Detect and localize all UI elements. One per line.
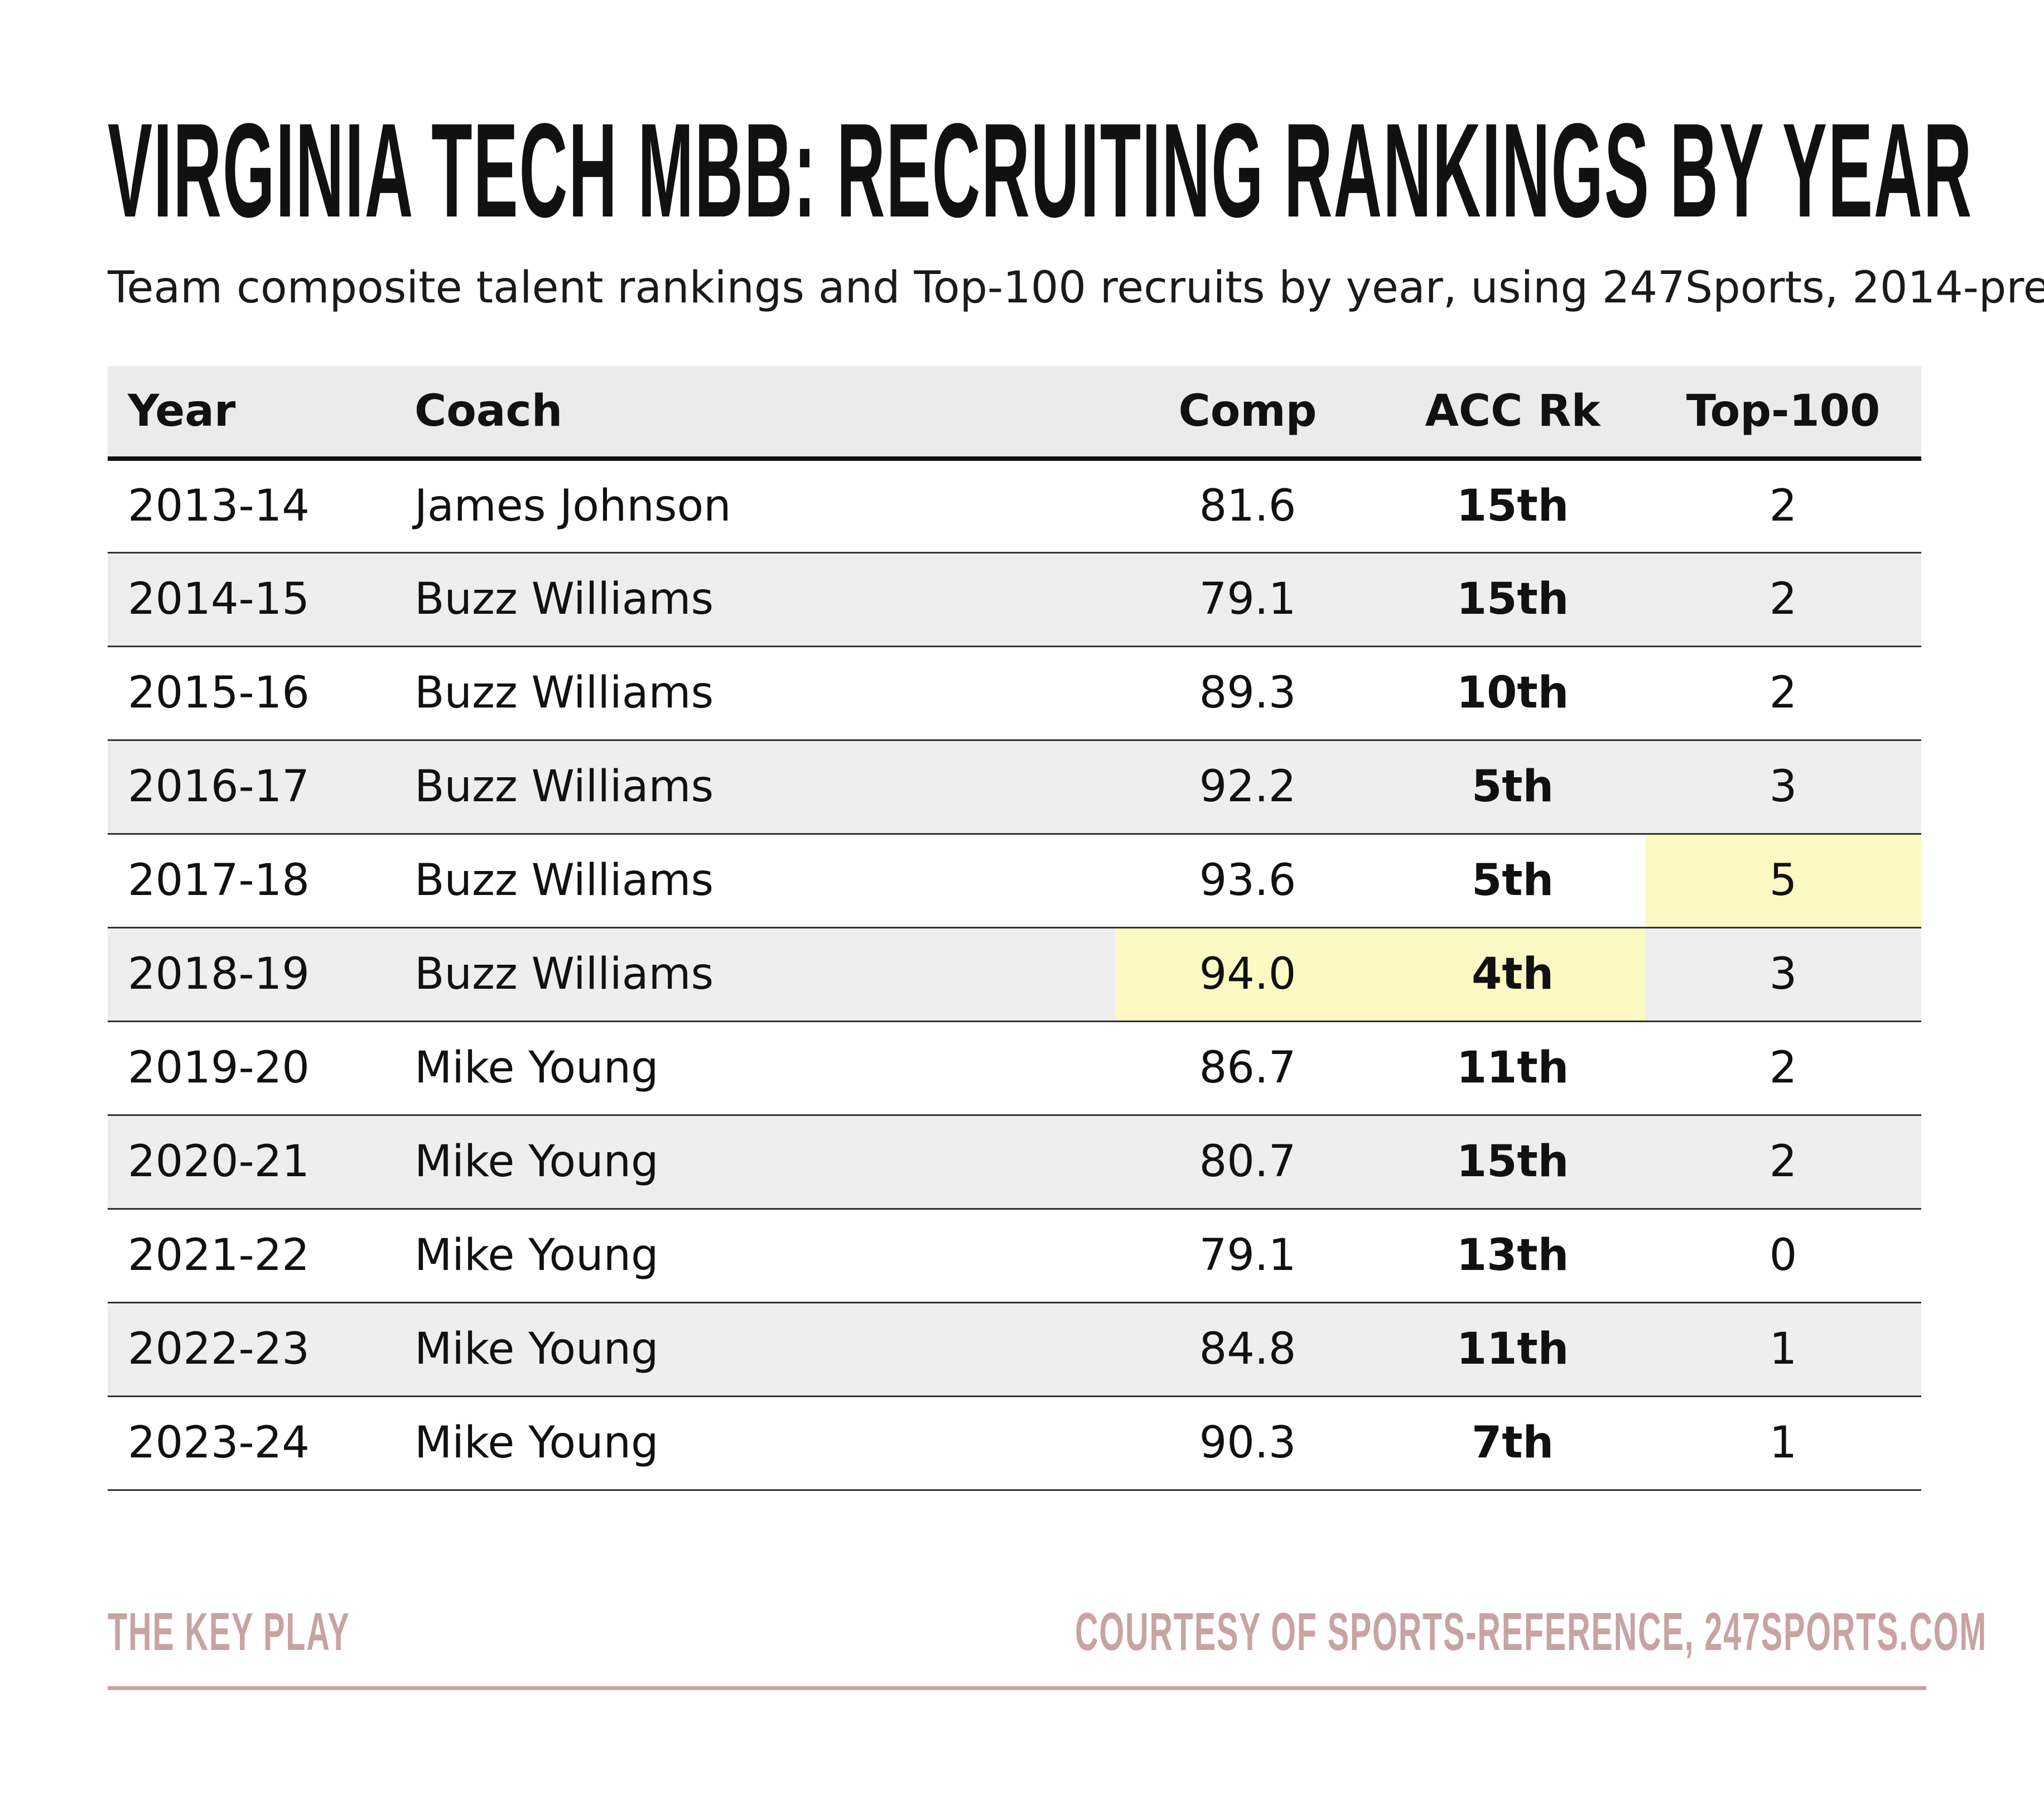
cell-top-100: 1 <box>1645 1396 1921 1491</box>
cell-year: 2013-14 <box>108 459 414 554</box>
cell-comp: 89.3 <box>1115 646 1380 741</box>
cell-top-100: 2 <box>1645 459 1921 554</box>
cell-top-100: 2 <box>1645 1115 1921 1210</box>
table-body: 2013-14 James Johnson 81.6 15th 2 2014-15 Buzz… <box>108 459 1921 1491</box>
cell-coach: Mike Young <box>414 1396 1115 1491</box>
cell-year: 2018-19 <box>108 927 414 1022</box>
cell-top-100: 0 <box>1645 1209 1921 1303</box>
column-header-year: Year <box>108 366 414 461</box>
cell-acc-rk: 11th <box>1380 1302 1645 1397</box>
footer-source: COURTESY OF SPORTS-REFERENCE, 247SPORTS.… <box>1075 1602 1987 1662</box>
table-row: 2013-14 James Johnson 81.6 15th 2 <box>108 459 1921 554</box>
cell-acc-rk: 5th <box>1380 834 1645 928</box>
chart-title: VIRGINIA TECH MBB: RECRUITING RANKINGS B… <box>108 95 1973 245</box>
cell-coach: Buzz Williams <box>414 927 1115 1022</box>
chart-subtitle: Team composite talent rankings and Top-1… <box>108 263 2044 313</box>
footer-brand: THE KEY PLAY <box>108 1602 350 1662</box>
cell-top-100: 3 <box>1645 740 1921 835</box>
table-row: 2021-22 Mike Young 79.1 13th 0 <box>108 1209 1921 1303</box>
cell-acc-rk: 11th <box>1380 1021 1645 1116</box>
cell-comp: 93.6 <box>1115 834 1380 928</box>
cell-acc-rk: 15th <box>1380 459 1645 554</box>
table-row: 2015-16 Buzz Williams 89.3 10th 2 <box>108 646 1921 741</box>
footer-divider <box>108 1686 1926 1690</box>
cell-top-100: 3 <box>1645 927 1921 1022</box>
table-row: 2017-18 Buzz Williams 93.6 5th 5 <box>108 834 1921 928</box>
rankings-table: Year Coach Comp ACC Rk Top-100 2013-14 Ja… <box>108 366 1921 1491</box>
cell-year: 2022-23 <box>108 1302 414 1397</box>
cell-coach: Buzz Williams <box>414 740 1115 835</box>
rankings-table-container: Year Coach Comp ACC Rk Top-100 2013-14 Ja… <box>108 366 1921 1491</box>
cell-coach: James Johnson <box>414 459 1115 554</box>
cell-acc-rk: 4th <box>1380 927 1645 1022</box>
cell-coach: Buzz Williams <box>414 552 1115 647</box>
cell-acc-rk: 15th <box>1380 552 1645 647</box>
cell-comp: 81.6 <box>1115 459 1380 554</box>
cell-year: 2017-18 <box>108 834 414 928</box>
cell-comp: 92.2 <box>1115 740 1380 835</box>
table-header-row: Year Coach Comp ACC Rk Top-100 <box>108 366 1921 461</box>
table-row: 2014-15 Buzz Williams 79.1 15th 2 <box>108 552 1921 647</box>
cell-comp: 86.7 <box>1115 1021 1380 1116</box>
cell-coach: Mike Young <box>414 1209 1115 1303</box>
cell-comp: 90.3 <box>1115 1396 1380 1491</box>
cell-coach: Mike Young <box>414 1115 1115 1210</box>
cell-acc-rk: 10th <box>1380 646 1645 741</box>
table-row: 2022-23 Mike Young 84.8 11th 1 <box>108 1302 1921 1397</box>
cell-comp: 94.0 <box>1115 927 1380 1022</box>
cell-top-100: 2 <box>1645 646 1921 741</box>
cell-year: 2014-15 <box>108 552 414 647</box>
column-header-top-100: Top-100 <box>1645 366 1921 461</box>
cell-top-100: 1 <box>1645 1302 1921 1397</box>
cell-coach: Mike Young <box>414 1021 1115 1116</box>
cell-comp: 79.1 <box>1115 552 1380 647</box>
cell-top-100: 2 <box>1645 552 1921 647</box>
table-row: 2020-21 Mike Young 80.7 15th 2 <box>108 1115 1921 1210</box>
cell-coach: Buzz Williams <box>414 646 1115 741</box>
cell-acc-rk: 13th <box>1380 1209 1645 1303</box>
table-row: 2016-17 Buzz Williams 92.2 5th 3 <box>108 740 1921 835</box>
cell-acc-rk: 15th <box>1380 1115 1645 1210</box>
cell-year: 2021-22 <box>108 1209 414 1303</box>
table-row: 2023-24 Mike Young 90.3 7th 1 <box>108 1396 1921 1491</box>
cell-year: 2019-20 <box>108 1021 414 1116</box>
cell-acc-rk: 5th <box>1380 740 1645 835</box>
cell-year: 2016-17 <box>108 740 414 835</box>
cell-coach: Buzz Williams <box>414 834 1115 928</box>
column-header-acc-rk: ACC Rk <box>1380 366 1645 461</box>
cell-year: 2015-16 <box>108 646 414 741</box>
cell-comp: 79.1 <box>1115 1209 1380 1303</box>
column-header-coach: Coach <box>414 366 1115 461</box>
table-row: 2018-19 Buzz Williams 94.0 4th 3 <box>108 927 1921 1022</box>
cell-comp: 80.7 <box>1115 1115 1380 1210</box>
cell-acc-rk: 7th <box>1380 1396 1645 1491</box>
cell-top-100: 5 <box>1645 834 1921 928</box>
cell-coach: Mike Young <box>414 1302 1115 1397</box>
cell-top-100: 2 <box>1645 1021 1921 1116</box>
cell-comp: 84.8 <box>1115 1302 1380 1397</box>
column-header-comp: Comp <box>1115 366 1380 461</box>
cell-year: 2020-21 <box>108 1115 414 1210</box>
table-row: 2019-20 Mike Young 86.7 11th 2 <box>108 1021 1921 1116</box>
cell-year: 2023-24 <box>108 1396 414 1491</box>
